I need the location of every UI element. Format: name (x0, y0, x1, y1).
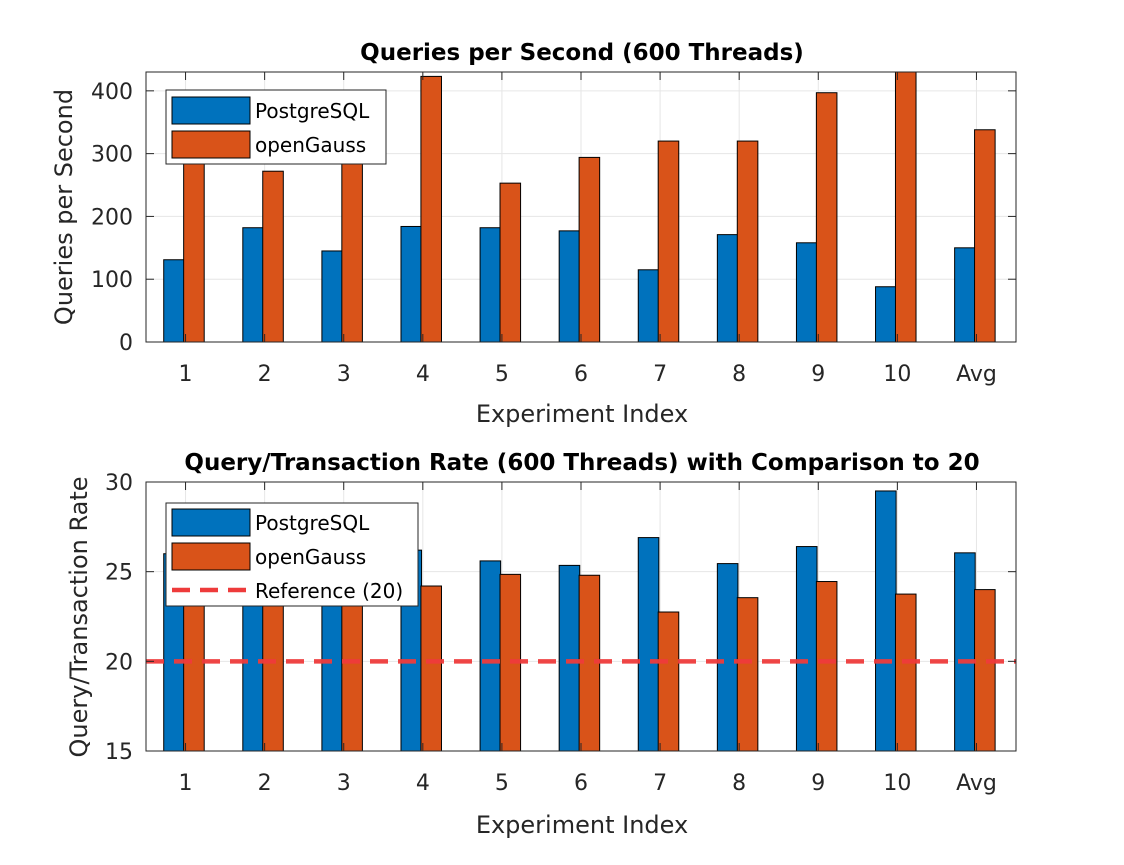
rate-bar-postgresql (875, 490, 897, 752)
qps-bar-opengauss (341, 159, 363, 343)
qps-bar-postgresql (795, 242, 818, 343)
rate-legend-swatch-opengauss (171, 542, 251, 571)
qps-bar-postgresql (875, 286, 897, 343)
qps-bar-postgresql (163, 259, 185, 343)
qps-x-axis-label: Experiment Index (476, 400, 688, 428)
rate-x-tick-label: 3 (337, 771, 351, 796)
qps-y-tick-label: 100 (91, 268, 133, 293)
qps-y-tick-label: 300 (91, 143, 133, 168)
rate-y-tick-label: 20 (105, 650, 133, 675)
qps-bar-opengauss (578, 156, 601, 343)
rate-legend-swatch-postgresql (171, 508, 251, 537)
rate-legend-label-postgresql: PostgreSQL (255, 511, 370, 535)
qps-legend-label-postgresql: PostgreSQL (255, 99, 370, 123)
rate-bar-opengauss (736, 597, 759, 752)
rate-x-tick-label: 9 (811, 771, 825, 796)
qps-y-tick-label: 0 (119, 331, 133, 356)
rate-bar-opengauss (420, 585, 442, 752)
qps-x-tick-label: 1 (179, 362, 193, 387)
qps-chart-title: Queries per Second (600 Threads) (360, 40, 804, 66)
qps-y-tick-label: 200 (91, 205, 133, 230)
qps-bar-postgresql (716, 234, 739, 343)
rate-bar-postgresql (479, 560, 502, 752)
qps-bar-opengauss (974, 129, 996, 343)
qps-chart: 0 100 200 300 400 1 2 3 4 5 6 7 8 9 10 Avg Queries per … (50, 40, 1017, 428)
rate-x-axis-label: Experiment Index (476, 811, 688, 839)
rate-x-tick-label: 8 (732, 771, 746, 796)
qps-legend-swatch-opengauss (171, 130, 251, 159)
qps-bar-opengauss (499, 182, 522, 343)
rate-y-tick-label: 15 (105, 740, 133, 765)
rate-x-tick-label: 2 (258, 771, 272, 796)
rate-bar-postgresql (716, 563, 739, 752)
qps-bar-postgresql (242, 227, 264, 343)
qps-bar-opengauss (420, 75, 442, 343)
rate-x-tick-label: 4 (416, 771, 430, 796)
rate-bar-postgresql (954, 552, 976, 752)
qps-x-tick-label: 9 (811, 362, 825, 387)
rate-x-tick-label: 7 (653, 771, 667, 796)
qps-bar-postgresql (400, 225, 423, 343)
rate-x-tick-label: 1 (179, 771, 193, 796)
qps-legend-swatch-postgresql (171, 96, 251, 125)
rate-chart-title: Query/Transaction Rate (600 Threads) wit… (184, 450, 979, 476)
qps-x-tick-label: 7 (653, 362, 667, 387)
qps-bar-opengauss (183, 149, 205, 343)
qps-x-tick-label: 8 (732, 362, 746, 387)
qps-bar-postgresql (479, 227, 502, 343)
rate-x-tick-label: 10 (883, 771, 911, 796)
rate-bar-opengauss (657, 611, 680, 752)
qps-bar-opengauss (815, 92, 838, 343)
qps-y-axis-label: Queries per Second (50, 89, 78, 325)
rate-bar-postgresql (558, 564, 581, 752)
qps-x-tick-label: 4 (416, 362, 430, 387)
qps-y-tick-label: 400 (91, 80, 133, 105)
qps-x-tick-label: 6 (574, 362, 588, 387)
qps-bar-opengauss (657, 140, 680, 343)
qps-x-tick-label: 3 (337, 362, 351, 387)
rate-bar-postgresql (795, 546, 818, 752)
rate-legend-label-opengauss: openGauss (255, 545, 366, 569)
rate-x-tick-label: 5 (495, 771, 509, 796)
qps-bar-opengauss (894, 71, 917, 343)
qps-x-tick-label: Avg (956, 362, 997, 387)
rate-y-tick-label: 25 (105, 561, 133, 586)
rate-x-tick-label: 6 (574, 771, 588, 796)
rate-y-axis-label: Query/Transaction Rate (65, 477, 93, 758)
rate-bar-opengauss (815, 581, 838, 752)
qps-bar-postgresql (558, 230, 581, 343)
qps-legend-label-opengauss: openGauss (255, 133, 366, 157)
rate-legend-label-reference: Reference (20) (255, 579, 403, 603)
rate-bar-postgresql (637, 537, 660, 752)
rate-chart: 15 20 25 30 1 2 3 4 5 6 7 8 9 10 Avg Query/Transaction… (65, 450, 1017, 839)
qps-x-tick-label: 5 (495, 362, 509, 387)
qps-bar-opengauss (736, 140, 759, 343)
qps-bar-postgresql (637, 269, 660, 343)
rate-bar-opengauss (894, 593, 917, 752)
rate-y-tick-label: 30 (105, 471, 133, 496)
rate-bar-opengauss (974, 589, 996, 752)
qps-x-tick-label: 2 (258, 362, 272, 387)
qps-bar-opengauss (262, 170, 284, 343)
qps-x-tick-label: 10 (883, 362, 911, 387)
rate-x-tick-label: Avg (956, 771, 997, 796)
qps-bar-postgresql (954, 247, 976, 343)
rate-legend: PostgreSQL openGauss Reference (20) (165, 502, 419, 607)
qps-legend: PostgreSQL openGauss (165, 89, 387, 165)
qps-bar-postgresql (321, 250, 343, 343)
